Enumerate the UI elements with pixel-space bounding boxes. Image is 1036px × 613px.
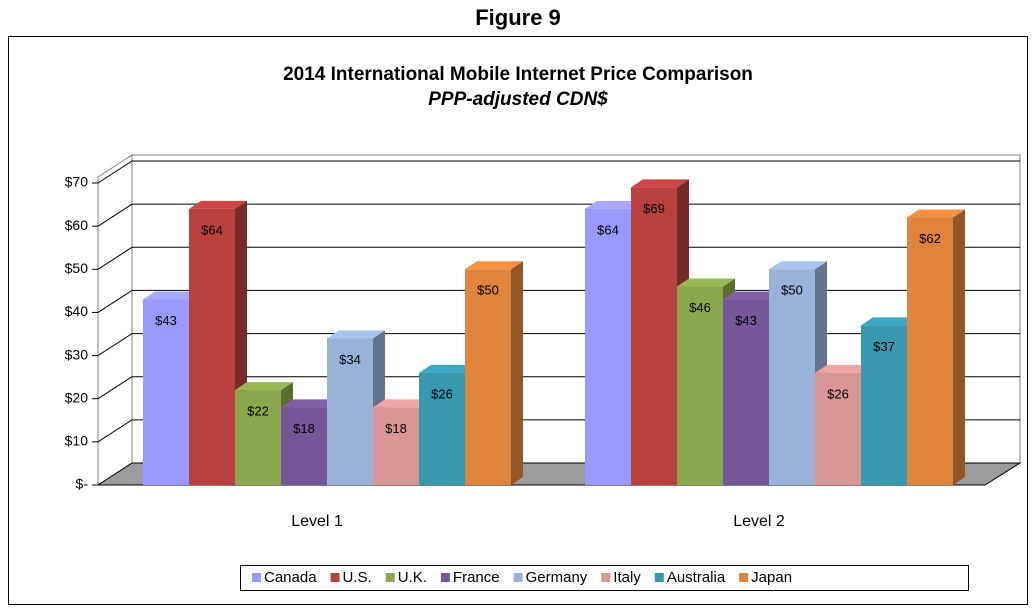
value-label: $22 xyxy=(247,404,269,419)
legend-label: Germany xyxy=(526,569,588,586)
legend-label: Canada xyxy=(264,569,317,586)
bar xyxy=(631,187,677,486)
bar-top xyxy=(769,261,827,270)
y-tick-label: $10 xyxy=(65,433,89,449)
bar-top xyxy=(907,209,965,218)
bar xyxy=(189,208,235,485)
value-label: $26 xyxy=(431,386,453,401)
legend-label: France xyxy=(453,569,500,586)
grid-line xyxy=(97,419,133,443)
bar-side xyxy=(953,209,965,485)
chart-title: 2014 International Mobile Internet Price… xyxy=(283,64,753,85)
bar xyxy=(235,390,281,485)
bar-side xyxy=(511,261,523,485)
grid-line xyxy=(97,203,133,227)
y-tick-label: $50 xyxy=(65,260,89,276)
grid-line xyxy=(97,333,133,356)
bar xyxy=(815,372,861,485)
value-label: $46 xyxy=(689,300,711,315)
bar-top xyxy=(465,261,523,270)
grid-line xyxy=(97,246,133,270)
y-tick-label: $60 xyxy=(65,217,89,233)
y-tick-label: $20 xyxy=(65,389,89,405)
value-label: $64 xyxy=(201,222,223,237)
figure-label: Figure 9 xyxy=(475,5,561,30)
legend-swatch xyxy=(601,573,611,582)
value-label: $18 xyxy=(293,421,315,436)
legend-label: Japan xyxy=(751,569,792,586)
legend-label: Italy xyxy=(613,569,641,586)
value-label: $64 xyxy=(597,222,619,237)
bar xyxy=(907,217,953,485)
bar xyxy=(465,269,511,485)
legend-swatch xyxy=(385,573,395,582)
bar xyxy=(723,299,769,485)
bar xyxy=(143,299,189,485)
x-tick-label: Level 2 xyxy=(733,513,785,530)
value-label: $34 xyxy=(339,352,361,367)
bar-top xyxy=(373,399,431,408)
legend-swatch xyxy=(513,573,523,582)
bar xyxy=(419,372,465,485)
grid-line xyxy=(97,376,133,400)
legend-swatch xyxy=(330,573,340,582)
legend-swatch xyxy=(252,573,261,582)
bar xyxy=(861,325,907,485)
chart-subtitle: PPP-adjusted CDN$ xyxy=(428,89,608,110)
legend-swatch xyxy=(654,573,664,582)
y-tick-label: $70 xyxy=(65,174,89,190)
legend-label: U.K. xyxy=(398,569,427,586)
bar-top xyxy=(677,278,735,287)
bar-top xyxy=(815,364,873,373)
value-label: $50 xyxy=(477,283,499,298)
bar-top xyxy=(327,330,385,339)
y-tick-label: $- xyxy=(76,476,89,492)
bar xyxy=(677,286,723,485)
legend-swatch xyxy=(739,573,749,582)
grid-line xyxy=(97,290,133,313)
bar xyxy=(769,269,815,485)
value-label: $18 xyxy=(385,421,407,436)
bar-top xyxy=(143,291,201,300)
value-label: $50 xyxy=(781,283,803,298)
bar-top xyxy=(281,399,339,408)
bar-top xyxy=(419,364,477,373)
bar-top xyxy=(631,179,689,188)
y-tick-label: $30 xyxy=(65,346,89,362)
bar xyxy=(327,338,373,485)
bar-top xyxy=(723,291,781,300)
bar xyxy=(281,407,327,485)
bar-top xyxy=(235,382,293,391)
legend-swatch xyxy=(440,573,450,582)
grid-line xyxy=(97,160,133,184)
legend-label: U.S. xyxy=(343,569,372,586)
legend-label: Australia xyxy=(667,569,726,586)
bar-top xyxy=(585,200,643,209)
bar-top xyxy=(861,317,919,326)
value-label: $37 xyxy=(873,339,895,354)
bar xyxy=(585,208,631,485)
y-tick-label: $40 xyxy=(65,303,89,319)
bar xyxy=(373,407,419,485)
value-label: $69 xyxy=(643,201,665,216)
bar-top xyxy=(189,200,247,209)
value-label: $43 xyxy=(735,313,757,328)
x-tick-label: Level 1 xyxy=(291,513,343,530)
value-label: $26 xyxy=(827,386,849,401)
value-label: $62 xyxy=(919,231,941,246)
value-label: $43 xyxy=(155,313,177,328)
